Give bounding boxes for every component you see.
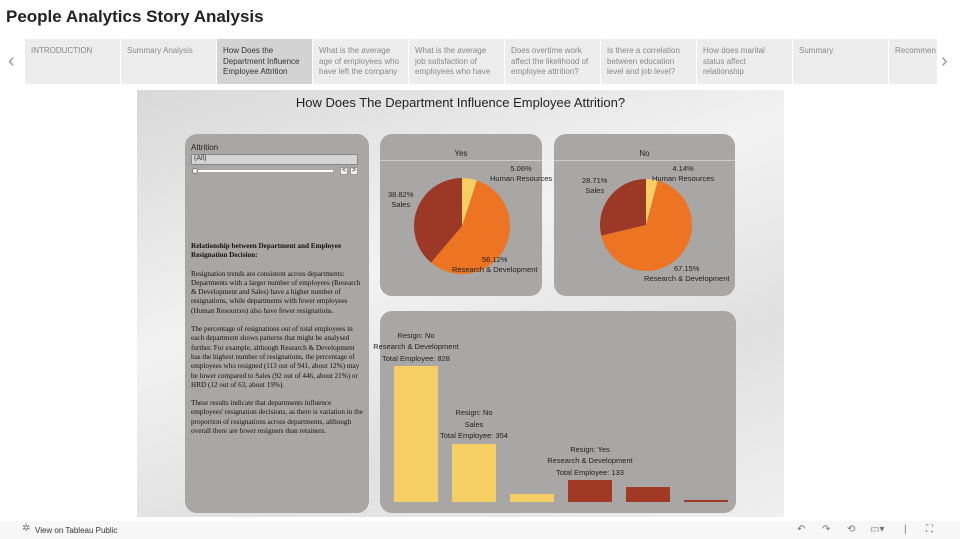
pie-yes-sales-label: 38.82% Sales — [388, 190, 414, 209]
pie-slice-sales[interactable] — [414, 178, 462, 263]
app-title: People Analytics Story Analysis — [6, 7, 264, 26]
bar-label: Resign: No Sales Total Employee: 354 — [440, 408, 508, 441]
prev-story-arrow-icon[interactable]: ‹ — [8, 50, 15, 72]
pie-panel-yes: Yes 5.06% Human Resources 38.82% Sales 56.… — [380, 134, 552, 296]
fullscreen-icon[interactable]: ⛶ — [926, 524, 933, 535]
story-navigator: INTRODUCTION Summary Analysis How Does the… — [25, 39, 937, 84]
pause-updates-icon[interactable]: ▭▾ — [870, 524, 885, 535]
bar-yes-research-development[interactable] — [568, 480, 612, 502]
filter-text-panel: Attrition (All) < > Relationship between… — [185, 134, 369, 513]
story-tab[interactable]: What is the average job satisfaction of … — [409, 39, 505, 84]
bar-yes-human-resources[interactable] — [684, 500, 728, 502]
footer-toolbar: ✲ View on Tableau Public ↶ ↷ ⟲ ▭▾ | ⛶ — [0, 521, 960, 539]
story-tab[interactable]: How does marital status affect relations… — [697, 39, 793, 84]
bar-no-sales[interactable] — [452, 443, 496, 502]
story-tab[interactable]: How Does the Department Influence Employ… — [217, 39, 313, 84]
view-on-tableau-link[interactable]: View on Tableau Public — [35, 526, 118, 535]
undo-icon[interactable]: ↶ — [797, 524, 806, 535]
attrition-slider-track[interactable] — [193, 170, 333, 172]
story-tab[interactable]: Summary — [793, 39, 889, 84]
pie-slice-hr[interactable] — [646, 179, 658, 225]
pie-no-hr-label: 4.14% Human Resources — [652, 164, 715, 183]
pie-chart-no — [600, 179, 692, 271]
pie-yes-rd-label: 56.12% Research & Development — [452, 255, 538, 274]
pie-chart-yes — [414, 178, 510, 274]
story-tab[interactable]: Is there a correlation between education… — [601, 39, 697, 84]
bar-chart-panel: Resign: No Research & Development Total Em… — [373, 311, 736, 513]
story-tab[interactable]: What is the average age of employees who… — [313, 39, 409, 84]
pie-slice-hr[interactable] — [462, 178, 478, 226]
pie-title-yes: Yes — [380, 149, 542, 161]
analysis-paragraph-2: The percentage of resignations out of to… — [191, 325, 360, 389]
next-story-arrow-icon[interactable]: › — [941, 50, 948, 72]
pie-title-no: No — [554, 149, 735, 161]
bar-yes-sales[interactable] — [626, 486, 670, 502]
story-tab[interactable]: INTRODUCTION — [25, 39, 121, 84]
pie-panel-no: No 4.14% Human Resources 28.71% Sales 67.1… — [554, 134, 735, 296]
pie-no-rd-label: 67.15% Research & Development — [644, 264, 730, 283]
pie-no-sales-label: 28.71% Sales — [582, 176, 608, 195]
pie-yes-hr-label: 5.06% Human Resources — [490, 164, 553, 183]
divider: | — [904, 524, 907, 535]
revert-icon[interactable]: ⟲ — [847, 524, 856, 535]
tableau-logo-icon: ✲ — [22, 523, 31, 534]
analysis-paragraph-1: Resignation trends are consistent across… — [191, 269, 361, 315]
pie-slice-sales[interactable] — [600, 179, 646, 236]
story-tab[interactable]: Does overtime work affect the likelihood… — [505, 39, 601, 84]
analysis-text: Relationship between Department and Empl… — [191, 242, 363, 445]
bar-label: Resign: No Research & Development Total Em… — [373, 330, 459, 363]
filter-title: Attrition — [191, 143, 219, 152]
attrition-filter-select[interactable]: (All) — [191, 154, 358, 165]
pie-slice-rd[interactable] — [601, 180, 692, 271]
analysis-heading: Relationship between Department and Empl… — [191, 242, 342, 260]
slider-next-button[interactable]: > — [350, 167, 358, 175]
bar-no-human-resources[interactable] — [510, 493, 554, 502]
slider-prev-button[interactable]: < — [340, 167, 348, 175]
dashboard: How Does The Department Influence Employ… — [137, 90, 784, 517]
story-tab[interactable]: Summary Analysis — [121, 39, 217, 84]
dashboard-title: How Does The Department Influence Employ… — [295, 95, 626, 110]
pie-slice-rd[interactable] — [430, 180, 510, 274]
redo-icon[interactable]: ↷ — [822, 524, 831, 535]
analysis-paragraph-3: These results indicate that departments … — [191, 399, 363, 436]
story-tab[interactable]: Recommen — [889, 39, 937, 84]
bar-label: Resign: Yes Research & Development Total E… — [547, 444, 633, 477]
bar-no-research-development[interactable] — [394, 366, 438, 502]
attrition-slider-handle[interactable] — [192, 168, 198, 174]
